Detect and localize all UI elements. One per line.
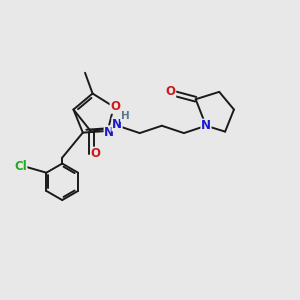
Text: O: O (166, 85, 176, 98)
Text: H: H (121, 111, 129, 121)
Text: N: N (104, 126, 114, 139)
Text: N: N (112, 118, 122, 131)
Text: O: O (110, 100, 120, 113)
Text: O: O (91, 147, 100, 160)
Text: Cl: Cl (14, 160, 27, 173)
Text: N: N (201, 119, 211, 132)
